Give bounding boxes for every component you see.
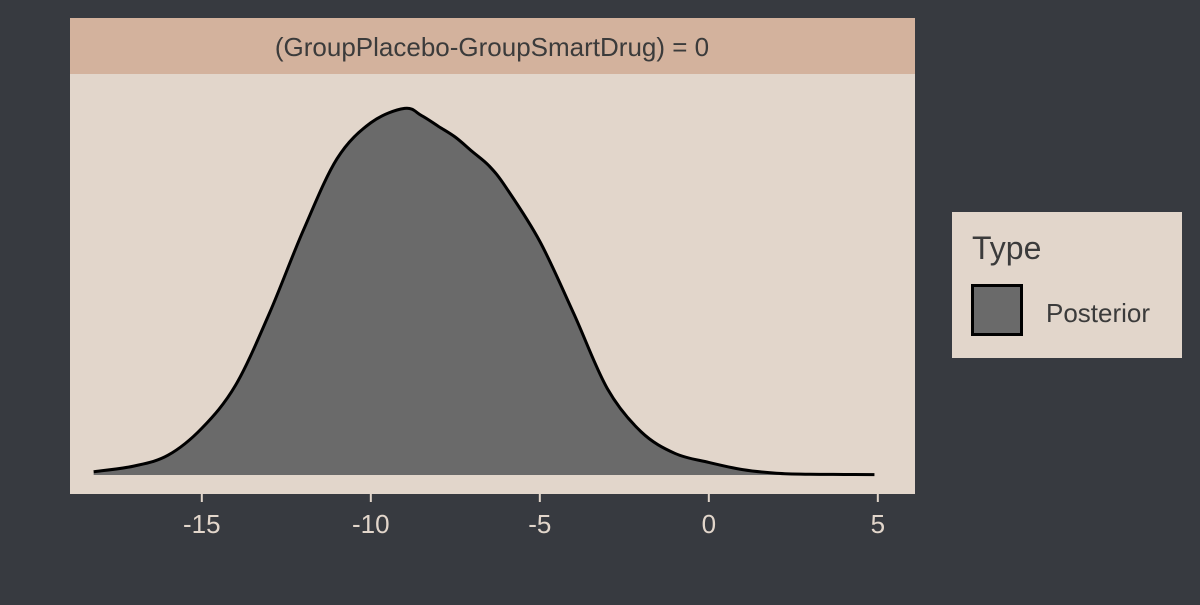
legend: Type Posterior [952,212,1182,358]
x-tick-label: -15 [183,509,221,539]
facet-strip-label: (GroupPlacebo-GroupSmartDrug) = 0 [275,32,709,62]
x-tick-label: -10 [352,509,390,539]
x-tick-label: 0 [702,509,716,539]
facet-strip [70,18,915,74]
density-area-0 [93,108,875,475]
density-layer [93,106,875,477]
density-line-0 [93,106,875,477]
x-tick-label: 5 [871,509,885,539]
x-tick-label: -5 [528,509,551,539]
legend-key-posterior [971,284,1023,336]
x-axis: -15 -10 -5 0 5 [183,494,885,539]
legend-label-posterior: Posterior [1046,298,1151,328]
legend-title: Type [972,230,1042,266]
